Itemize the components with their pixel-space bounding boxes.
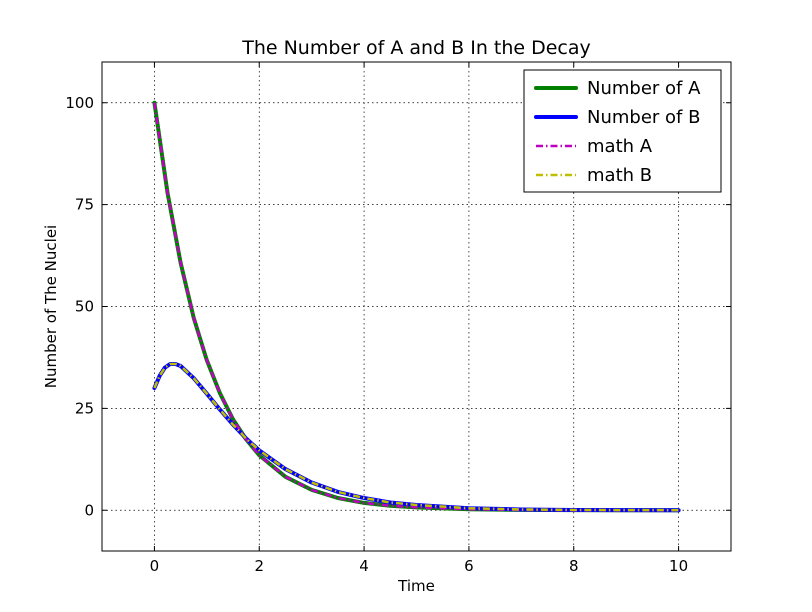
y-tick-label: 100	[65, 94, 94, 112]
y-axis-label: Number of The Nuclei	[42, 225, 60, 388]
legend-label: math B	[587, 165, 652, 186]
x-tick-label: 2	[254, 557, 264, 575]
legend: Number of A Number of B math A math B	[523, 69, 722, 193]
x-tick-label: 0	[150, 557, 160, 575]
y-tick-label: 0	[84, 501, 94, 519]
y-tick-label: 75	[75, 196, 94, 214]
legend-label: Number of B	[587, 107, 700, 128]
x-tick-label: 6	[464, 557, 474, 575]
x-axis-label: Time	[397, 577, 435, 595]
y-tick-label: 25	[75, 399, 94, 417]
series-line-4	[153, 362, 679, 512]
x-tick-label: 8	[569, 557, 579, 575]
x-tick-label: 10	[669, 557, 688, 575]
legend-label: Number of A	[587, 78, 701, 99]
chart-title: The Number of A and B In the Decay	[241, 37, 591, 59]
plot-lines	[152, 100, 681, 513]
legend-label: math A	[587, 136, 653, 157]
y-tick-label: 50	[75, 298, 94, 316]
legend-box	[523, 69, 722, 193]
x-tick-label: 4	[359, 557, 369, 575]
